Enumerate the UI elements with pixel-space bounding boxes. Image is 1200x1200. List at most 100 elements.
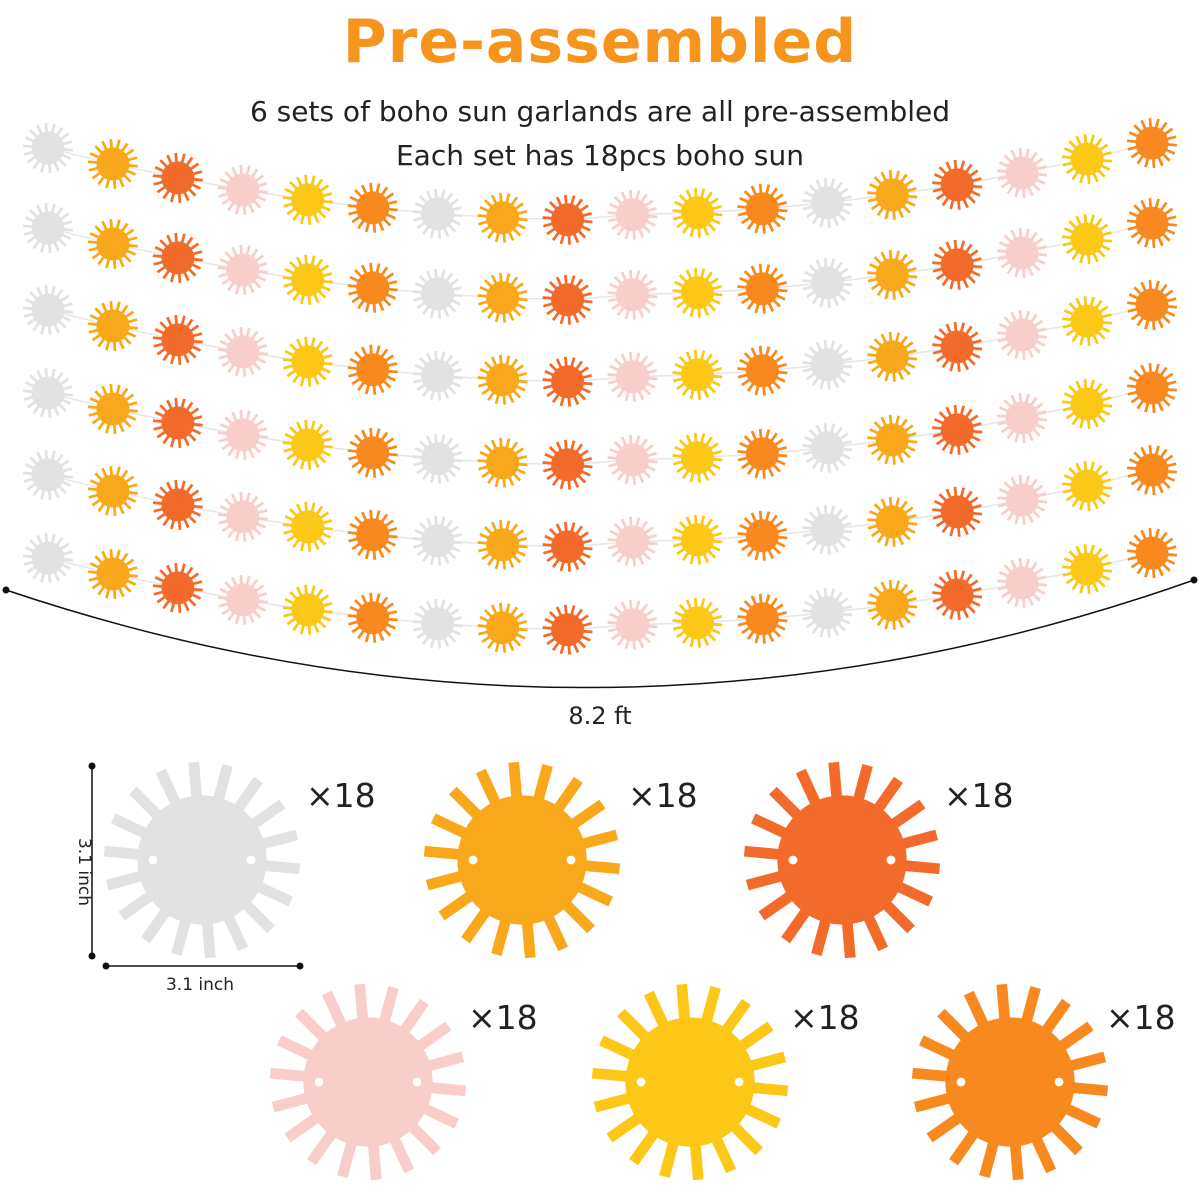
garland-sun-orange-red	[932, 159, 983, 210]
garland-sun-pink	[997, 147, 1048, 198]
garland-sun-orange	[737, 510, 788, 561]
garland-sun-orange	[1126, 280, 1178, 331]
garland-sun-orange	[737, 263, 788, 314]
garland-sun-orange	[347, 344, 398, 395]
garland-sun-amber	[477, 519, 528, 570]
garland-sun-white	[802, 257, 853, 308]
garland-sun-amber	[477, 437, 528, 488]
height-measure-end-top	[88, 762, 96, 770]
garland-sun-pink	[217, 409, 268, 460]
garland-sun-amber	[87, 548, 138, 600]
sun-swatch-yellow	[591, 983, 789, 1181]
sun-swatch-orange	[911, 983, 1109, 1181]
garland-sun-yellow	[672, 267, 723, 318]
quantity-yellow: ×18	[790, 998, 860, 1037]
garland-sun-pink	[607, 351, 658, 402]
sun-swatches	[103, 761, 1109, 1181]
garland-sun-orange	[737, 345, 788, 396]
sun-swatch-orange-red	[743, 761, 941, 959]
garland-sun-amber	[867, 249, 918, 300]
garland-sun-orange	[1126, 528, 1178, 579]
garland-sun-pink	[217, 574, 268, 625]
garland-sun-orange	[1126, 445, 1178, 496]
garland-sun-white	[802, 177, 853, 228]
length-measure-end-right	[1190, 576, 1198, 584]
garland-sun-orange-red	[542, 194, 593, 245]
garland-sun-yellow	[282, 419, 333, 470]
garland-sun-white	[412, 433, 463, 484]
garland-sun-pink	[997, 557, 1048, 608]
garland-sun-amber	[867, 331, 918, 382]
garland-sun-orange-red	[542, 604, 593, 655]
garland-sun-white	[802, 422, 853, 473]
garland-sun-orange-red	[542, 356, 593, 407]
garland-sun-white	[22, 368, 74, 419]
sun-swatch-amber	[423, 761, 621, 959]
quantity-pink: ×18	[468, 998, 538, 1037]
garland-sun-white	[412, 598, 463, 649]
garland-string	[47, 222, 1153, 301]
garland-sun-yellow	[1062, 378, 1113, 430]
garland-sun-yellow	[282, 336, 333, 387]
garland-sun-orange-red	[152, 479, 203, 530]
garland-sun-orange	[737, 428, 788, 479]
garland-sun-white	[802, 504, 853, 555]
garland-sun-orange-red	[542, 439, 593, 490]
garland-sun-orange-red	[152, 314, 203, 365]
width-measure-end-right	[296, 962, 304, 970]
heading: Pre-assembled	[342, 7, 858, 77]
garland-string	[47, 387, 1153, 466]
garland-sun-yellow	[282, 584, 333, 635]
garland-sun-yellow	[1062, 133, 1113, 185]
garland-sun-yellow	[282, 174, 333, 225]
garland-sun-orange	[737, 593, 788, 644]
garland-sun-orange	[1126, 198, 1178, 249]
garland-sun-pink	[217, 326, 268, 377]
garland-sun-pink	[997, 309, 1048, 360]
garland-sun-pink	[217, 491, 268, 542]
garland-sun-white	[802, 587, 853, 638]
garland-sun-pink	[607, 516, 658, 567]
sun-width-label: 3.1 inch	[165, 975, 235, 995]
garland-suns	[22, 118, 1178, 655]
garland-sun-orange-red	[542, 274, 593, 325]
garland-sun-yellow	[1062, 543, 1113, 595]
garland-sun-white	[412, 350, 463, 401]
garland-sun-orange-red	[152, 232, 203, 283]
garland-sun-amber	[477, 192, 528, 243]
garland-string	[47, 469, 1153, 548]
garland-sun-yellow	[1062, 213, 1113, 265]
garland-sun-orange	[1126, 363, 1178, 414]
garland-sun-yellow	[1062, 460, 1113, 512]
garland-strings	[47, 142, 1153, 631]
garland-sun-orange	[347, 509, 398, 560]
garland-sun-pink	[997, 474, 1048, 525]
description-line-2: Each set has 18pcs boho sun	[395, 139, 805, 172]
garland-sun-amber	[477, 354, 528, 405]
garland-sun-yellow	[1062, 295, 1113, 347]
garland-sun-yellow	[672, 349, 723, 400]
garland-sun-yellow	[672, 597, 723, 648]
garland-sun-orange-red	[152, 152, 203, 203]
quantity-orange: ×18	[1106, 998, 1176, 1037]
garland-sun-pink	[607, 189, 658, 240]
garland-sun-amber	[87, 300, 138, 352]
garland-sun-orange	[347, 592, 398, 643]
quantity-amber: ×18	[628, 776, 698, 815]
garland-sun-orange-red	[152, 562, 203, 613]
garland-sun-amber	[477, 602, 528, 653]
garland-sun-orange	[347, 182, 398, 233]
garland-sun-orange-red	[932, 239, 983, 290]
garland-sun-white	[22, 450, 74, 501]
garland-sun-orange	[347, 427, 398, 478]
garland-sun-pink	[607, 269, 658, 320]
length-measure-line	[5, 579, 1195, 689]
garland-sun-white	[22, 285, 74, 336]
garland-sun-orange-red	[542, 521, 593, 572]
garland-sun-orange-red	[932, 486, 983, 537]
garland-sun-amber	[87, 218, 138, 270]
garland-length-label: 8.2 ft	[568, 702, 632, 730]
garland-sun-orange	[347, 262, 398, 313]
